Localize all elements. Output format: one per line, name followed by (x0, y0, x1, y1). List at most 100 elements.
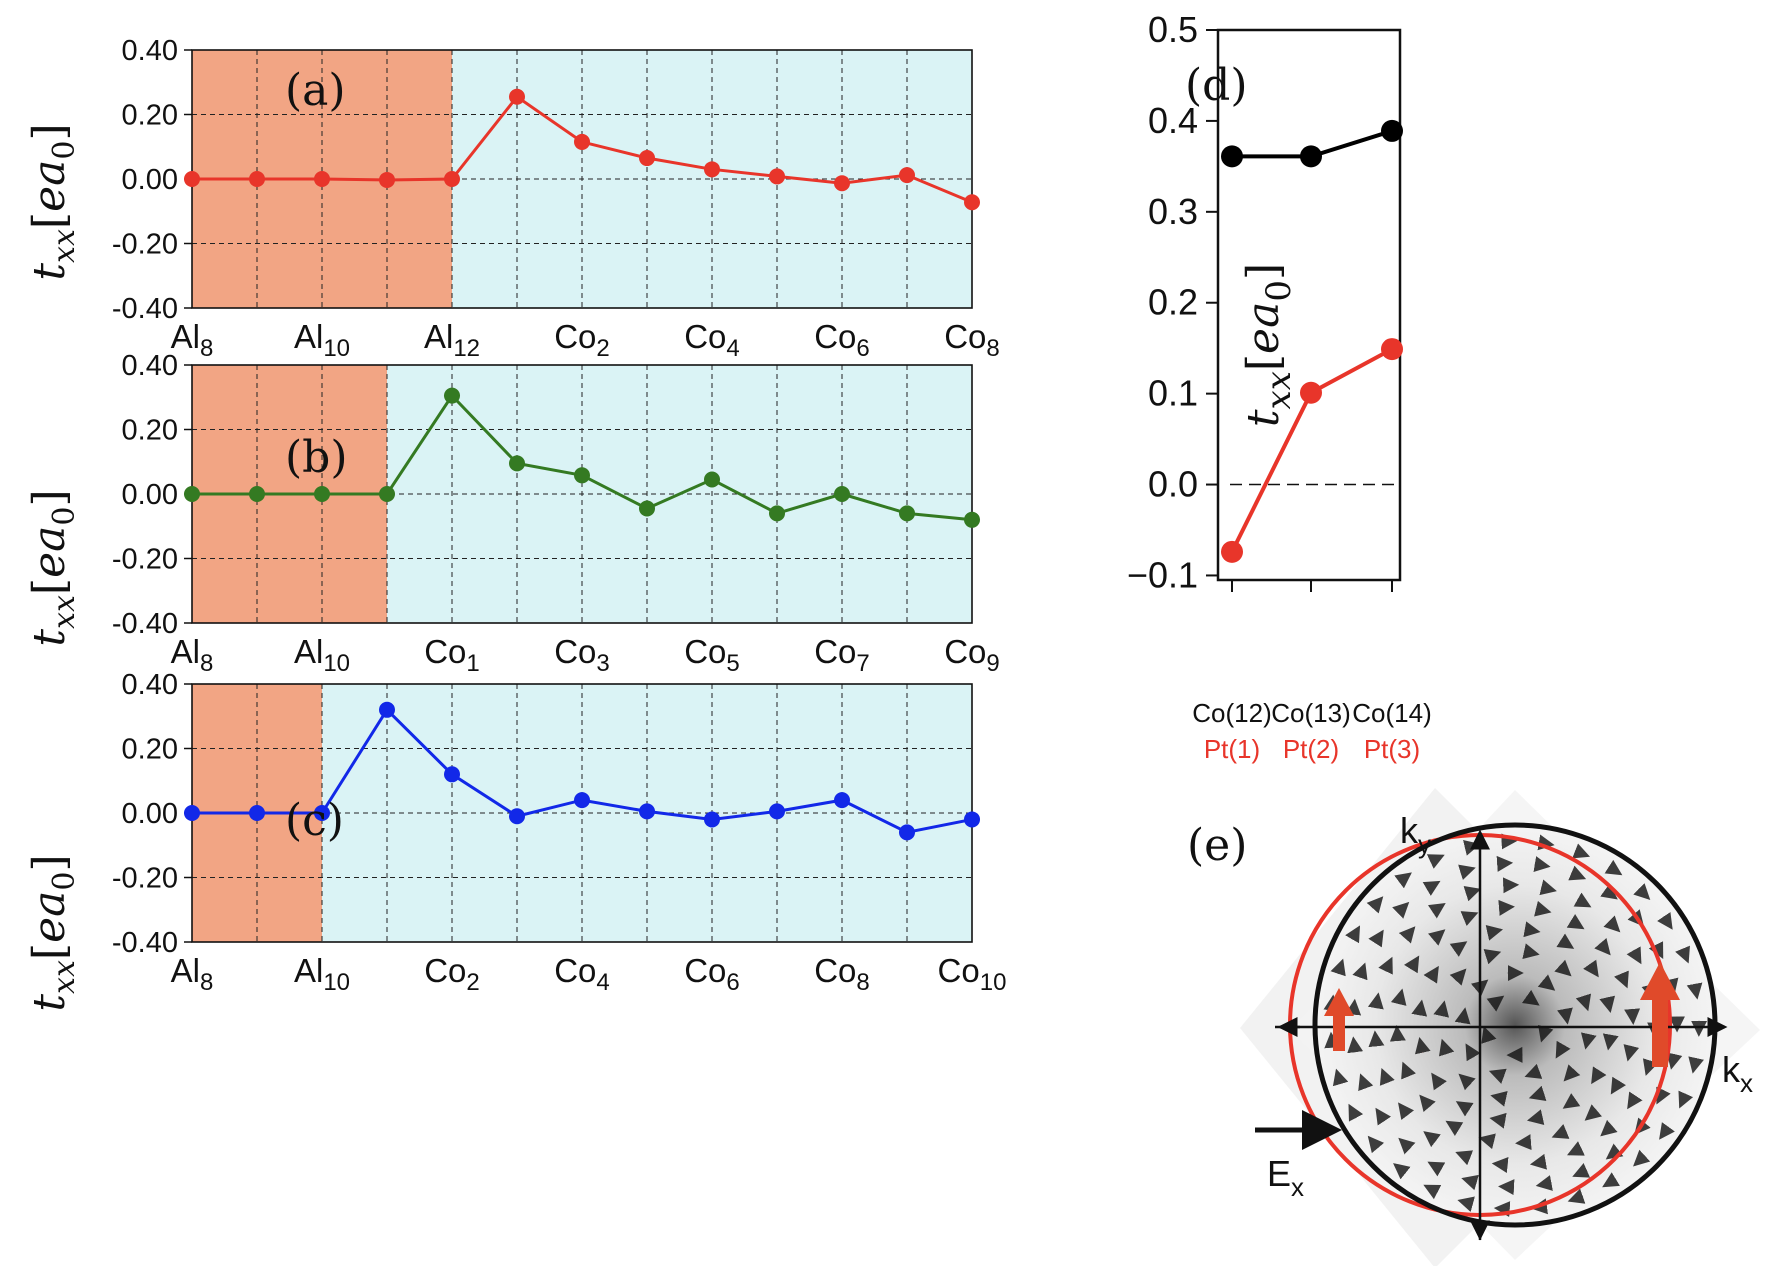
spin-arrow (1470, 979, 1489, 996)
spin-arrow (1528, 1085, 1547, 1102)
spin-arrow (1659, 1122, 1675, 1140)
data-point (964, 194, 980, 211)
spin-arrow (1600, 1119, 1618, 1137)
panel-e-spin-texture: (e) ky kx Ex (1187, 788, 1760, 1266)
x-tick-label: Co2 (554, 318, 610, 362)
y-tick-label: -0.20 (112, 863, 178, 895)
spin-arrow-left-icon (1324, 988, 1354, 1051)
spin-arrow (1633, 1149, 1651, 1167)
kx-label: kx (1722, 1049, 1753, 1098)
y-tick-label: 0.00 (122, 479, 178, 511)
data-point (509, 455, 525, 472)
y-tick-label: 0.20 (122, 100, 178, 132)
spin-arrow (1554, 959, 1572, 977)
spin-arrow (1401, 1061, 1416, 1080)
spin-arrow (1614, 970, 1629, 989)
spin-arrow (1524, 1063, 1543, 1079)
spin-arrow (1599, 995, 1616, 1014)
spin-arrow (1584, 1104, 1602, 1121)
spin-arrow (1398, 1137, 1416, 1155)
spin-arrow (1461, 1174, 1479, 1191)
panel-label-d: (d) (1185, 60, 1248, 111)
axes-frame (1216, 28, 1402, 582)
spin-arrow (1498, 1179, 1515, 1196)
y-tick-label: 0.00 (122, 798, 178, 830)
spin-arrow (1460, 911, 1479, 926)
data-point (834, 792, 850, 809)
spin-arrow (1604, 859, 1623, 876)
data-point (769, 168, 785, 185)
spin-arrow (1486, 995, 1505, 1012)
data-point (1300, 145, 1322, 168)
spin-arrow (1594, 938, 1611, 956)
data-point (184, 486, 200, 502)
data-point (899, 505, 915, 522)
spin-arrow (1431, 1072, 1447, 1091)
x-tick-label: Co1 (424, 633, 480, 677)
y-tick-label: −0.1 (1127, 554, 1198, 595)
y-tick-label: -0.40 (112, 608, 178, 640)
y-axis-label-c: txx[ea0] (24, 854, 82, 1011)
series-line-path (1230, 347, 1393, 553)
panel-label-c: (c) (285, 795, 344, 846)
y-tick-label: 0.20 (122, 734, 178, 766)
data-point (834, 486, 850, 502)
spin-arrow (1389, 1025, 1406, 1042)
data-point (639, 803, 655, 820)
spin-arrow (1610, 1076, 1626, 1095)
spin-arrow (1526, 1109, 1545, 1126)
spin-arrow (1522, 943, 1540, 960)
data-point (249, 805, 265, 821)
spin-arrow (1411, 999, 1428, 1017)
spin-arrow (1457, 1196, 1475, 1212)
y-tick-label: 0.3 (1148, 191, 1198, 232)
spin-arrow (1675, 945, 1690, 964)
x-tick-label: Co2 (424, 952, 480, 996)
spin-arrow (1438, 1038, 1455, 1057)
data-point (249, 486, 265, 502)
x-tick-label: Al10 (294, 952, 350, 996)
data-point (249, 171, 265, 187)
spin-arrow (1521, 989, 1540, 1006)
spin-arrow (1463, 886, 1482, 902)
spin-arrow (1352, 962, 1368, 981)
x-tick-label: Co8 (814, 952, 870, 996)
data-point (964, 811, 980, 828)
data-point (184, 171, 200, 187)
x-category-label: Co(13) (1271, 698, 1350, 728)
y-tick-label: -0.40 (112, 927, 178, 959)
spin-arrow (1455, 1150, 1474, 1166)
y-tick-label: -0.40 (112, 293, 178, 325)
data-point (444, 387, 460, 404)
spin-arrow (1454, 1007, 1471, 1025)
panel-a: 0.40 0.20 0.00 -0.20 -0.40 Al8 Al10 Al12 Co2 Co4… (24, 35, 1000, 362)
data-point (444, 171, 460, 187)
spin-arrow (1627, 1091, 1643, 1110)
spin-arrow (1490, 1090, 1508, 1107)
data-point (184, 805, 200, 821)
spin-arrow (1600, 883, 1618, 900)
spin-arrow (1483, 948, 1502, 965)
series-line (184, 387, 980, 528)
y-tick-label: 0.5 (1148, 9, 1198, 50)
spin-arrow (1568, 865, 1587, 881)
y-tick-labels: 0.40 0.20 0.00 -0.20 -0.40 (112, 35, 192, 325)
spin-arrow (1605, 1143, 1624, 1160)
ky-label: ky (1400, 810, 1431, 859)
spin-arrow (1535, 1175, 1553, 1191)
spin-arrow (1330, 958, 1346, 977)
spin-arrow (1488, 1068, 1507, 1084)
spin-arrow (1496, 855, 1514, 872)
spin-arrow (1666, 1052, 1683, 1070)
y-tick-label: 0.0 (1148, 464, 1198, 505)
spin-arrow (1378, 956, 1393, 975)
spin-arrow (1423, 965, 1439, 984)
spin-arrow (1572, 1163, 1591, 1178)
spin-arrow (1455, 1101, 1474, 1117)
spin-arrow (1345, 998, 1362, 1016)
data-point (639, 150, 655, 167)
spin-arrow (1537, 974, 1556, 991)
spin-arrow (1433, 1000, 1450, 1018)
spin-arrow (1563, 1064, 1581, 1082)
